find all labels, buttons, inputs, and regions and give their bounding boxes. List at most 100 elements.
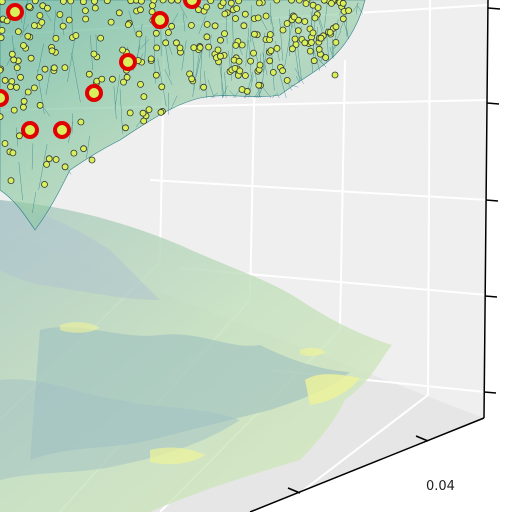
scatter-point (296, 0, 302, 3)
scatter-point (340, 16, 346, 22)
scatter-point (141, 94, 147, 100)
scatter-point (128, 0, 134, 4)
scatter-point (251, 31, 257, 37)
scatter-point (284, 21, 290, 27)
scatter-point (82, 8, 88, 14)
scatter-point (302, 19, 308, 25)
scatter-point (204, 4, 210, 10)
scatter-point (42, 181, 48, 187)
scatter-point (68, 0, 74, 4)
scatter-point (11, 107, 17, 113)
scatter-point (8, 84, 14, 90)
scatter-point (189, 76, 195, 82)
scatter-point (168, 0, 174, 3)
scatter-point (83, 16, 89, 22)
scatter-point (333, 24, 339, 30)
scatter-point (123, 125, 129, 131)
scatter-point (284, 77, 290, 83)
scatter-point (110, 76, 116, 82)
z-tick (484, 392, 496, 393)
scatter-point (125, 22, 131, 28)
scatter-point (51, 65, 57, 71)
scatter-point (0, 114, 3, 120)
scatter-point (138, 81, 144, 87)
scatter-point (10, 150, 16, 156)
scatter-point (86, 71, 92, 77)
scatter-point (73, 33, 79, 39)
scatter-point (280, 68, 286, 74)
highlighted-point (55, 123, 69, 137)
scatter-point (289, 0, 295, 3)
scatter-point (25, 33, 31, 39)
highlighted-point (87, 86, 101, 100)
scatter-point (78, 119, 84, 125)
scatter-point (236, 0, 242, 4)
scatter-point (188, 22, 194, 28)
scatter-point (332, 72, 338, 78)
scatter-point (346, 8, 352, 14)
z-tick (485, 296, 497, 297)
scatter-point (0, 0, 5, 5)
scatter-point (312, 15, 318, 21)
scatter-point (66, 17, 72, 23)
scatter-point (295, 28, 301, 34)
scatter-point (248, 58, 254, 64)
scatter-point (159, 84, 165, 90)
scatter-point (191, 45, 197, 51)
scatter-point (236, 58, 242, 64)
scatter-point (318, 35, 324, 41)
z-tick (488, 8, 500, 9)
scatter-point (32, 0, 38, 4)
scatter-point (163, 40, 169, 46)
scatter-point (327, 29, 333, 35)
scatter-point (251, 50, 257, 56)
scatter-point (340, 0, 346, 6)
scatter-point (233, 16, 239, 22)
scatter-point (81, 146, 87, 152)
scatter-point (242, 73, 248, 79)
scatter-point (99, 76, 105, 82)
scatter-point (49, 48, 55, 54)
scatter-point (2, 77, 8, 83)
scatter-point (212, 23, 218, 29)
scatter-point (333, 39, 339, 45)
highlighted-point (0, 91, 7, 105)
scatter-point (310, 30, 316, 36)
scatter-point (57, 12, 63, 18)
scatter-point (27, 4, 33, 10)
scatter-point (268, 48, 274, 54)
scatter-point (267, 58, 273, 64)
scatter-point (160, 0, 166, 3)
scatter-point (92, 0, 98, 4)
scatter-point (292, 36, 298, 42)
scatter-point (165, 30, 171, 36)
scatter-point (89, 157, 95, 163)
scatter-point (255, 15, 261, 21)
scatter-point (60, 0, 66, 4)
scatter-point (328, 0, 334, 6)
highlighted-point (121, 55, 135, 69)
scatter-point (256, 0, 262, 6)
scatter-point (215, 47, 221, 53)
scatter-point (44, 161, 50, 167)
scatter-point (206, 44, 212, 50)
scatter-point (120, 47, 126, 53)
scatter-point (92, 5, 98, 11)
scatter-point (11, 57, 17, 63)
scatter-point (148, 56, 154, 62)
scatter-point (241, 23, 247, 29)
scatter-point (239, 87, 245, 93)
scatter-point (104, 0, 110, 4)
scatter-point (316, 46, 322, 52)
scatter-point (302, 40, 308, 46)
scatter-point (37, 102, 43, 108)
x-tick-label: 0.04 (426, 479, 455, 494)
scatter-point (71, 150, 77, 156)
scatter-point (62, 164, 68, 170)
z-tick (486, 200, 498, 201)
scatter-point (222, 11, 228, 17)
scatter-point (91, 51, 97, 57)
scatter-point (153, 30, 159, 36)
scatter-point (263, 13, 269, 19)
